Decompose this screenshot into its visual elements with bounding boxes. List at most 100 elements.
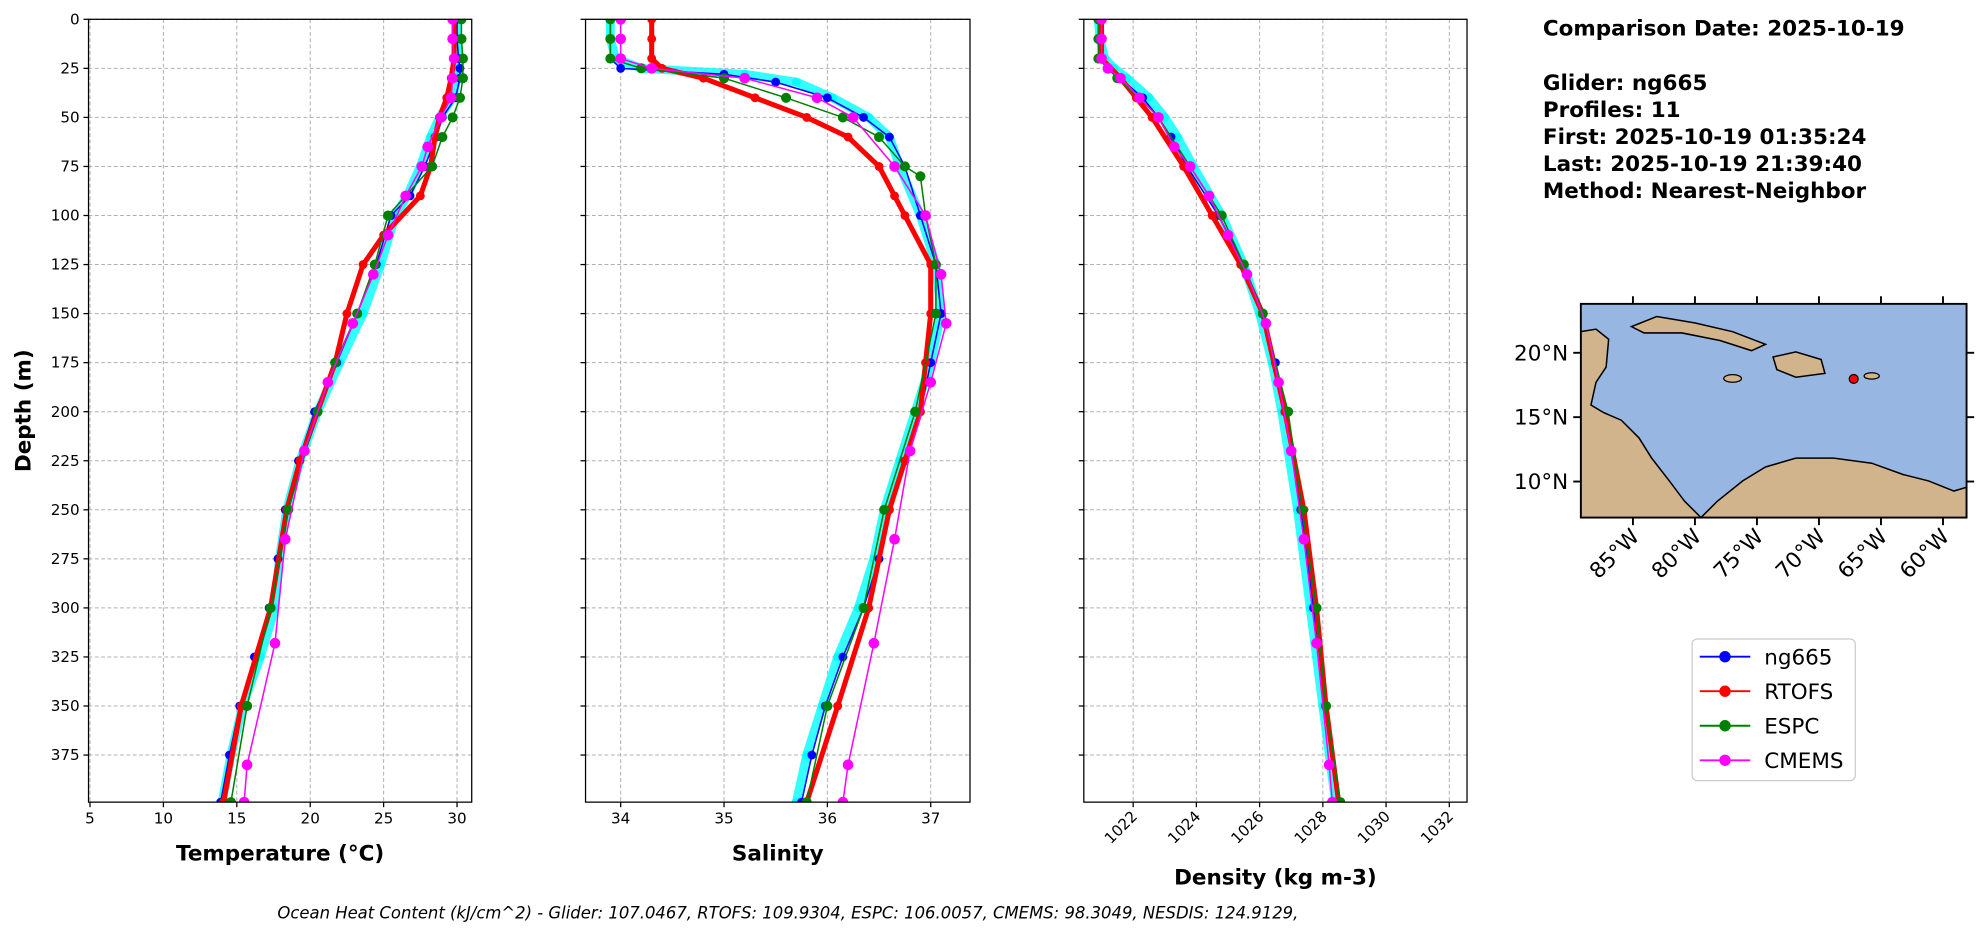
profile-marker [837,112,848,123]
map-y-label: 10°N [1514,470,1568,495]
y-tick-label: 350 [51,697,80,715]
profile-marker [427,161,438,172]
puerto-rico [1863,372,1880,380]
profile-marker [1134,92,1145,104]
profile-marker [1285,445,1297,457]
profile-marker [435,112,447,123]
profile-marker [382,229,394,241]
y-tick-label: 75 [60,158,79,176]
profile-marker [1207,211,1217,220]
profile-marker [900,211,910,220]
profile-marker [811,92,823,104]
profile-marker [1115,72,1126,84]
legend-label: ESPC [1764,714,1819,739]
map-x-label: 70°W [1771,524,1831,584]
profile-marker [299,445,310,457]
x-axis-label: Salinity [732,841,824,866]
y-tick-label: 175 [51,354,80,372]
jamaica [1723,374,1743,383]
profile-marker [889,533,900,545]
profile-marker [899,161,910,172]
info-line: First: 2025-10-19 01:35:24 [1543,125,1867,150]
profile-marker [868,637,880,649]
profile-marker [1273,376,1284,388]
x-tick-label: 1026 [1227,807,1267,847]
profile-marker [457,53,468,64]
y-tick-label: 25 [60,59,79,77]
y-tick-label: 275 [51,550,80,568]
x-axis-label: Density (kg m-3) [1174,865,1377,890]
glider-position [1848,373,1859,384]
profile-line [1097,19,1340,803]
profile-marker [242,700,253,712]
profile-line [219,19,461,803]
plot-frame [584,18,971,803]
x-tick-label: 36 [818,810,837,828]
profile-marker [771,77,781,87]
profile-marker [718,73,730,84]
legend-label: CMEMS [1764,749,1843,774]
y-tick-label: 325 [51,648,80,666]
profile-marker [904,445,916,457]
profile-marker [615,33,626,45]
profile-marker [822,93,832,103]
profile-marker [447,112,458,123]
info-line: Profiles: 11 [1543,98,1681,123]
profile-marker [925,376,937,388]
profile-marker [416,161,428,172]
legend-box [1691,638,1856,782]
profile-marker [454,92,466,103]
x-tick-label: 1030 [1354,807,1394,847]
x-tick-label: 1022 [1101,807,1141,847]
y-tick-label: 50 [60,108,79,126]
profile-marker [837,796,849,803]
profile-marker [1335,797,1346,803]
profile-marker [400,190,411,202]
profile-marker [1241,269,1253,280]
profile-marker [382,210,394,221]
profile-marker [347,318,359,329]
plot-area [1093,19,1346,803]
profile-marker [822,700,833,712]
profile-marker [889,161,900,172]
x-tick-label: 1032 [1417,807,1457,847]
profile-marker [833,701,843,711]
profile-marker [930,308,941,319]
y-tick-label: 150 [51,305,80,323]
legend-marker [1719,685,1731,697]
profile-marker [615,19,626,25]
profile-marker [457,73,468,84]
legend-marker [1719,720,1731,732]
profile-marker [647,54,657,63]
footer: Ocean Heat Content (kJ/cm^2) - Glider: 1… [277,903,1298,922]
profile-marker [1096,33,1107,45]
map-y-label: 20°N [1514,341,1568,366]
plot-frame [1083,18,1468,803]
central-america [1580,328,1703,519]
profile-marker [1222,229,1234,241]
legend-label: ng665 [1764,645,1832,670]
profile-marker [1298,533,1310,545]
profile-line [1093,19,1340,803]
profile-marker [1323,759,1335,771]
profile-marker [422,141,433,153]
map-frame [1579,302,1968,519]
x-tick-label: 10 [154,810,173,828]
map-y-label: 15°N [1514,406,1568,431]
profile-marker [940,318,952,329]
plot-area [605,19,952,803]
y-tick-label: 300 [51,599,80,617]
profile-marker [265,602,276,613]
profile-marker [358,260,368,269]
profile-line [1097,19,1341,803]
profile-marker [238,796,250,803]
profile-marker [874,162,884,171]
info-line: Last: 2025-10-19 21:39:40 [1543,152,1862,177]
profile-marker [647,34,657,44]
profile-marker [884,132,894,142]
profile-marker [269,637,281,649]
profile-marker [791,77,801,87]
x-tick-label: 20 [301,810,320,828]
x-tick-label: 37 [921,810,940,828]
